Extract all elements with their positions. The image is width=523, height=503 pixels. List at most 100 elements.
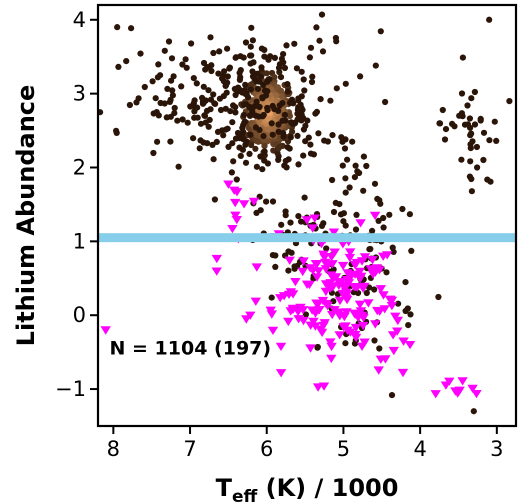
detection-point (167, 113, 174, 120)
upper-limit-point (356, 342, 368, 351)
detection-point (342, 175, 349, 182)
detection-point (283, 42, 290, 49)
detection-point (317, 96, 324, 103)
upper-limit-point (275, 342, 287, 351)
detection-point (168, 55, 176, 62)
detection-point (282, 157, 289, 165)
upper-limit-point (390, 312, 401, 321)
upper-limit-point (353, 313, 364, 323)
detection-point (467, 158, 474, 165)
detection-point (183, 64, 190, 71)
detection-point (240, 122, 247, 129)
detection-point (253, 163, 260, 170)
upper-limit-point (444, 377, 455, 386)
detection-point (166, 98, 173, 105)
detection-point (352, 162, 359, 169)
detection-point (187, 103, 194, 110)
detection-point (309, 73, 316, 80)
detection-point (247, 86, 254, 93)
axis-ticks: 8 7 6 5 4 3 −1 0 1 2 3 4 (55, 8, 503, 461)
detection-point (178, 83, 185, 90)
detection-point (405, 322, 412, 329)
detection-point (279, 117, 286, 124)
detection-point (324, 138, 331, 145)
detection-point (338, 134, 345, 141)
detection-point (270, 125, 277, 132)
detection-point (264, 126, 271, 133)
detection-point (271, 54, 278, 62)
detection-point (276, 102, 283, 109)
detection-point (249, 68, 256, 75)
detection-point (191, 97, 198, 104)
detection-point (278, 221, 285, 228)
detection-point (459, 54, 466, 61)
detection-point (408, 247, 415, 254)
upper-limit-point (379, 305, 390, 314)
detection-point (491, 118, 498, 125)
detection-point (466, 115, 473, 122)
detection-point (135, 95, 142, 102)
detection-point (247, 52, 254, 59)
upper-limit-point (367, 256, 378, 265)
detection-point (333, 38, 340, 45)
upper-limit-point (275, 369, 287, 378)
detection-point (442, 126, 450, 133)
detection-point (201, 112, 208, 119)
detection-point (210, 91, 217, 98)
detection-point (360, 187, 367, 194)
detection-point (315, 130, 322, 137)
upper-limit-point (354, 300, 366, 309)
upper-limit-point (308, 317, 319, 327)
detection-point (193, 80, 200, 87)
upper-limit-point (100, 326, 111, 335)
detection-point (114, 24, 121, 31)
y-tick-label: 2 (73, 155, 86, 179)
upper-limit-point (355, 307, 367, 316)
upper-limit-point (386, 302, 398, 311)
detection-point (300, 152, 307, 159)
detection-point (467, 145, 474, 152)
detection-point (291, 40, 298, 47)
detection-point (196, 145, 203, 152)
upper-limit-point (311, 299, 322, 308)
detection-point (486, 16, 493, 23)
detection-point (371, 180, 379, 187)
detection-point (363, 162, 370, 170)
detection-point (306, 54, 313, 61)
detection-point (289, 120, 296, 127)
x-tick-label: 4 (413, 437, 426, 461)
data-points (97, 11, 513, 415)
detection-point (375, 217, 382, 224)
detection-point (203, 107, 211, 114)
detection-point (154, 74, 161, 81)
detection-point (224, 73, 231, 80)
detection-point (357, 73, 364, 80)
detection-point (211, 196, 218, 203)
detection-point (216, 48, 223, 55)
detection-point (266, 76, 273, 83)
detection-point (226, 64, 233, 71)
detection-point (318, 222, 326, 229)
upper-limit-point (337, 240, 349, 249)
detection-point (190, 75, 197, 82)
upper-limit-point (311, 260, 323, 269)
upper-limit-point (350, 333, 362, 343)
detection-point (202, 119, 209, 126)
detection-point (197, 120, 205, 127)
detection-point (377, 28, 384, 35)
detection-point (228, 169, 235, 176)
detection-point (323, 245, 330, 252)
detection-point (246, 104, 253, 111)
detection-point (319, 48, 327, 55)
detection-point (123, 58, 130, 65)
detection-point (480, 156, 487, 164)
x-axis-label-main: T (216, 474, 233, 502)
upper-limit-point (359, 253, 371, 262)
detection-point (464, 121, 472, 128)
detection-point (232, 135, 240, 142)
detection-point (213, 138, 220, 145)
detection-point (224, 125, 231, 132)
upper-limit-point (287, 305, 299, 315)
detection-point (200, 59, 208, 67)
